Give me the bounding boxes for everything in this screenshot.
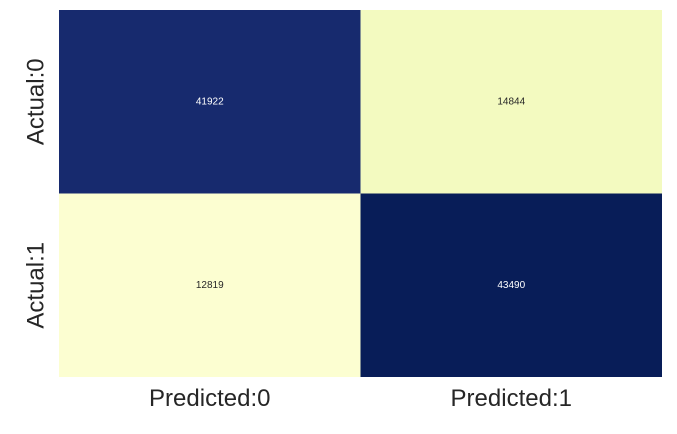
heatmap-cell-r0-c0 xyxy=(59,10,361,194)
y-tick-label-1: Actual:1 xyxy=(23,242,50,329)
x-tick-label-1: Predicted:1 xyxy=(451,385,572,412)
heatmap-cells xyxy=(59,10,662,377)
heatmap-cell-r1-c1 xyxy=(360,193,662,377)
cell-annotation-r1-c1: 43490 xyxy=(497,280,525,291)
y-tick-labels: Actual:0 Actual:1 xyxy=(23,58,50,328)
y-tick-label-0: Actual:0 xyxy=(23,58,50,145)
x-tick-label-0: Predicted:0 xyxy=(149,385,270,412)
heatmap-cell-r0-c1 xyxy=(360,10,662,194)
heatmap-cell-r1-c0 xyxy=(59,193,361,377)
cell-annotations: 41922 14844 12819 43490 xyxy=(196,96,526,291)
cell-annotation-r0-c1: 14844 xyxy=(497,96,525,107)
cell-annotation-r0-c0: 41922 xyxy=(196,96,224,107)
cell-annotation-r1-c0: 12819 xyxy=(196,280,224,291)
x-tick-labels: Predicted:0 Predicted:1 xyxy=(149,385,572,412)
